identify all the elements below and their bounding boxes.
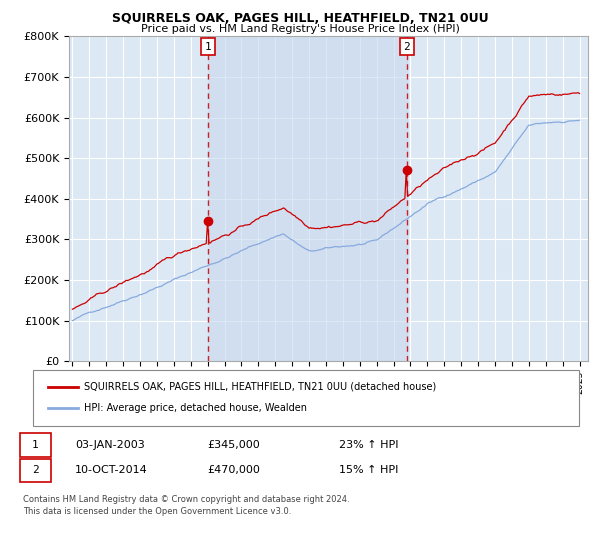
Text: HPI: Average price, detached house, Wealden: HPI: Average price, detached house, Weal… [84, 403, 307, 413]
Text: £345,000: £345,000 [207, 440, 260, 450]
Text: SQUIRRELS OAK, PAGES HILL, HEATHFIELD, TN21 0UU (detached house): SQUIRRELS OAK, PAGES HILL, HEATHFIELD, T… [84, 381, 436, 391]
Text: Contains HM Land Registry data © Crown copyright and database right 2024.: Contains HM Land Registry data © Crown c… [23, 495, 349, 504]
Text: 1: 1 [205, 41, 211, 52]
Text: 03-JAN-2003: 03-JAN-2003 [75, 440, 145, 450]
Text: SQUIRRELS OAK, PAGES HILL, HEATHFIELD, TN21 0UU: SQUIRRELS OAK, PAGES HILL, HEATHFIELD, T… [112, 12, 488, 25]
Text: Price paid vs. HM Land Registry's House Price Index (HPI): Price paid vs. HM Land Registry's House … [140, 24, 460, 34]
Text: 2: 2 [32, 465, 39, 475]
Text: 2: 2 [403, 41, 410, 52]
Text: 1: 1 [32, 440, 39, 450]
Text: This data is licensed under the Open Government Licence v3.0.: This data is licensed under the Open Gov… [23, 507, 291, 516]
Text: 15% ↑ HPI: 15% ↑ HPI [339, 465, 398, 475]
Text: 23% ↑ HPI: 23% ↑ HPI [339, 440, 398, 450]
Text: £470,000: £470,000 [207, 465, 260, 475]
Text: 10-OCT-2014: 10-OCT-2014 [75, 465, 148, 475]
